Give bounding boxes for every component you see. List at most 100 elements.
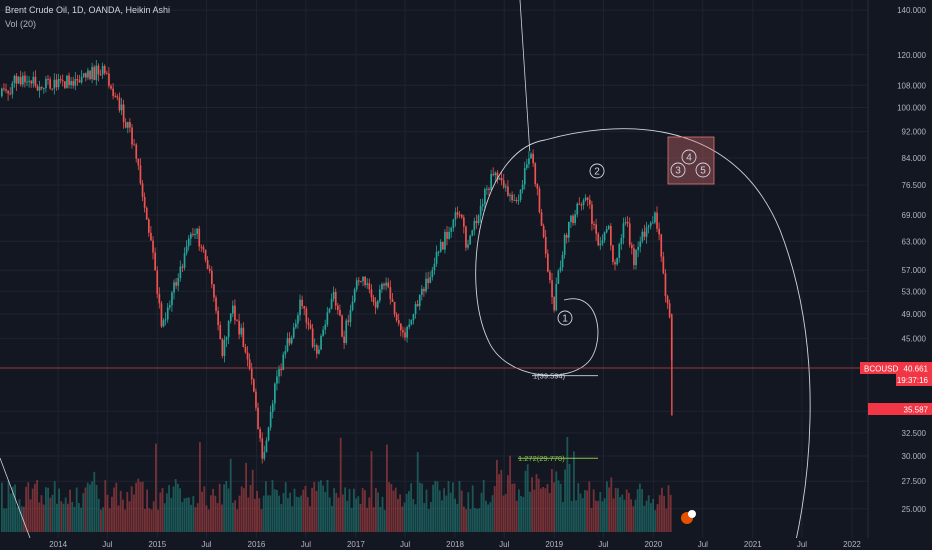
candle-body bbox=[292, 327, 295, 338]
volume-bar bbox=[102, 507, 104, 532]
y-tick-label: 92.000 bbox=[902, 128, 927, 137]
volume-bar bbox=[533, 489, 536, 532]
candle-body bbox=[221, 339, 224, 356]
candle-body bbox=[286, 338, 289, 352]
wave-label-4[interactable]: 4 bbox=[681, 149, 697, 165]
volume-bar bbox=[425, 489, 428, 532]
candle-body bbox=[330, 298, 333, 309]
wave-label-text: 5 bbox=[700, 166, 706, 177]
volume-bar bbox=[89, 484, 91, 532]
fibonacci-spiral[interactable] bbox=[475, 128, 811, 546]
volume-bar bbox=[342, 494, 344, 532]
candle-body bbox=[551, 280, 553, 298]
volume-bar bbox=[267, 495, 269, 532]
candle-body bbox=[47, 78, 49, 80]
candle-body bbox=[267, 427, 270, 441]
volume-bar bbox=[619, 497, 621, 532]
volume-bar bbox=[56, 503, 58, 532]
candle-body bbox=[89, 70, 91, 80]
volume-bar bbox=[192, 496, 195, 532]
wave-label-5[interactable]: 5 bbox=[695, 162, 711, 178]
volume-bar bbox=[654, 509, 657, 532]
volume-bar bbox=[331, 505, 333, 532]
volume-bar bbox=[559, 483, 562, 532]
candle-body bbox=[391, 299, 394, 303]
candle-body bbox=[97, 65, 100, 75]
wave-label-2[interactable]: 2 bbox=[589, 163, 605, 179]
candle-body bbox=[5, 89, 7, 91]
candle-body bbox=[36, 86, 39, 91]
volume-bar bbox=[148, 508, 151, 532]
volume-bar bbox=[408, 491, 410, 532]
candle-body bbox=[145, 207, 148, 220]
volume-bar bbox=[249, 484, 252, 532]
candle-body bbox=[362, 276, 364, 282]
low-price-tag-bg bbox=[868, 403, 932, 415]
candle-body bbox=[164, 319, 167, 321]
volume-bar bbox=[247, 497, 250, 532]
candle-body bbox=[72, 81, 75, 86]
candle-body bbox=[509, 194, 511, 196]
volume-bar bbox=[31, 488, 34, 532]
candle-body bbox=[465, 226, 467, 248]
volume-bar bbox=[34, 483, 36, 532]
volume-bar bbox=[669, 494, 672, 532]
candle-body bbox=[408, 324, 411, 328]
volume-bar bbox=[498, 474, 500, 532]
volume-bar bbox=[80, 507, 82, 532]
volume-bar bbox=[529, 491, 531, 532]
volume-bar bbox=[630, 499, 632, 532]
candle-body bbox=[332, 291, 335, 299]
candle-body bbox=[240, 327, 243, 335]
candle-body bbox=[452, 219, 455, 228]
candle-body bbox=[246, 352, 249, 360]
volume-bar bbox=[146, 489, 148, 532]
wave-label-3[interactable]: 3 bbox=[670, 162, 686, 178]
volume-bar bbox=[238, 495, 241, 532]
wave-label-1[interactable]: 1 bbox=[557, 310, 573, 326]
volume-bar bbox=[496, 459, 498, 532]
x-axis[interactable]: 2014 Jul 2015 Jul 2016 Jul 2017 Jul 2018 Jul 2019 J… bbox=[0, 538, 932, 550]
candle-body bbox=[85, 73, 87, 78]
candle-body bbox=[139, 165, 142, 184]
volume-bar bbox=[67, 503, 69, 532]
volume-bar bbox=[130, 486, 133, 532]
candle-body bbox=[160, 303, 163, 327]
candle-body bbox=[213, 284, 215, 298]
volume-bar bbox=[18, 499, 21, 532]
volume-bar bbox=[504, 494, 507, 532]
candle-body bbox=[204, 249, 207, 260]
x-tick-label: Jul bbox=[499, 540, 509, 549]
candle-body bbox=[351, 301, 354, 310]
candle-body bbox=[647, 226, 650, 228]
volume-bar bbox=[62, 503, 65, 532]
volume-bar bbox=[293, 488, 296, 532]
y-tick-label: 30.000 bbox=[902, 452, 927, 461]
volume-bar bbox=[639, 483, 641, 532]
candle-body bbox=[183, 253, 186, 268]
current-price-value: 40.661 bbox=[904, 365, 929, 374]
volume-bar bbox=[225, 481, 228, 532]
volume-bar bbox=[295, 496, 298, 532]
event-flag-icon[interactable] bbox=[681, 510, 696, 524]
y-axis[interactable]: 140.000 120.000 108.000 100.000 92.000 84.000… bbox=[860, 0, 932, 550]
volume-bar bbox=[625, 489, 628, 532]
volume-bar bbox=[355, 498, 357, 532]
candle-body bbox=[372, 297, 375, 303]
trend-line[interactable] bbox=[0, 457, 31, 539]
candle-body bbox=[397, 320, 400, 324]
y-axis-background bbox=[868, 0, 932, 550]
candle-body bbox=[301, 299, 303, 307]
volume-bar bbox=[412, 499, 415, 532]
candle-body bbox=[234, 305, 236, 321]
current-price-tag: BCOUSD 40.661 19:37:16 bbox=[860, 362, 932, 387]
candle-body bbox=[131, 127, 133, 145]
candle-body bbox=[169, 305, 171, 308]
candle-body bbox=[156, 270, 159, 294]
volume-bar bbox=[203, 486, 206, 532]
volume-bar bbox=[531, 477, 533, 532]
trend-line[interactable] bbox=[519, 0, 531, 152]
volume-bar bbox=[513, 483, 516, 532]
volume-bar bbox=[124, 509, 126, 532]
